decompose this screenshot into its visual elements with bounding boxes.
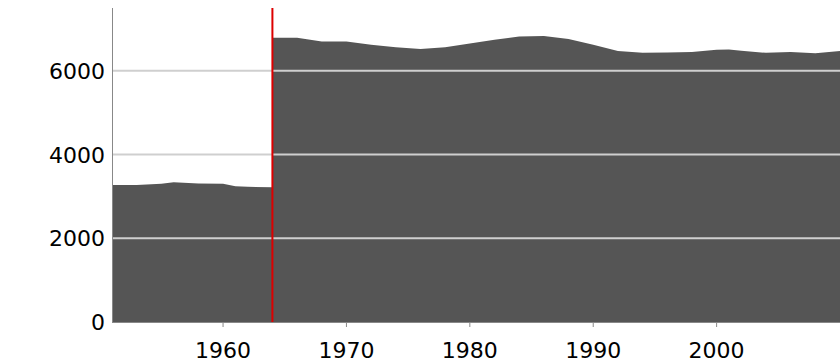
x-tick-label: 1990	[565, 338, 621, 363]
x-tick	[469, 322, 470, 327]
y-tick-label: 2000	[49, 226, 105, 251]
grid-line	[112, 237, 840, 239]
x-tick	[593, 322, 594, 327]
y-axis-line	[112, 8, 113, 322]
x-tick-label: 1970	[318, 338, 374, 363]
x-tick-label: 2000	[689, 338, 745, 363]
x-tick-label: 1960	[195, 338, 251, 363]
plot-area	[112, 8, 840, 322]
grid-line	[112, 154, 840, 156]
chart: 0 2000 4000 6000 1960 1970 1980 1990 2000	[0, 0, 840, 364]
y-tick-label: 0	[91, 310, 105, 335]
y-tick-label: 4000	[49, 143, 105, 168]
x-tick	[716, 322, 717, 327]
grid-line	[112, 70, 840, 72]
x-tick	[346, 322, 347, 327]
x-tick-label: 1980	[442, 338, 498, 363]
population-area	[112, 36, 840, 322]
x-axis-line	[112, 322, 840, 323]
x-tick	[223, 322, 224, 327]
marker-line	[271, 8, 273, 322]
y-tick-label: 6000	[49, 59, 105, 84]
